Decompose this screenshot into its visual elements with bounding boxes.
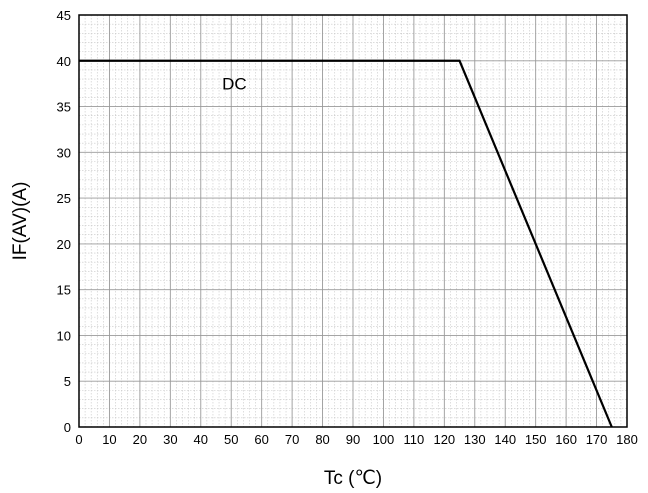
y-tick-label: 15 (57, 283, 71, 298)
x-tick-label: 170 (586, 432, 608, 447)
x-tick-label: 140 (494, 432, 516, 447)
x-tick-label: 150 (525, 432, 547, 447)
x-tick-label: 70 (285, 432, 299, 447)
y-tick-label: 45 (57, 8, 71, 23)
y-tick-label: 35 (57, 100, 71, 115)
y-tick-label: 10 (57, 328, 71, 343)
x-tick-label: 10 (102, 432, 116, 447)
x-tick-label: 130 (464, 432, 486, 447)
y-tick-label: 30 (57, 145, 71, 160)
series-line-dc (79, 59, 613, 428)
x-tick-label: 180 (616, 432, 638, 447)
y-tick-label: 5 (64, 374, 71, 389)
x-tick-label: 160 (555, 432, 577, 447)
x-tick-label: 90 (346, 432, 360, 447)
annotations: DC (222, 75, 247, 94)
x-axis-title: Tc (℃) (324, 468, 382, 489)
y-tick-labels: 0 5 10 15 20 25 30 35 40 45 (57, 8, 71, 435)
y-tick-label: 40 (57, 54, 71, 69)
x-tick-label: 110 (404, 432, 425, 447)
y-tick-label: 20 (57, 237, 71, 252)
x-tick-label: 80 (315, 432, 329, 447)
x-tick-label: 20 (133, 432, 147, 447)
y-tick-label: 0 (64, 420, 71, 435)
x-tick-label: 60 (254, 432, 268, 447)
plot-frame (78, 14, 628, 428)
x-tick-labels: 0 10 20 30 40 50 60 70 80 90 100 110 120 130 140 150 160… (75, 432, 637, 447)
x-tick-label: 40 (194, 432, 208, 447)
y-axis-title: IF(AV)(A) (10, 182, 31, 261)
x-tick-label: 100 (373, 432, 395, 447)
y-tick-label: 25 (57, 191, 71, 206)
x-tick-label: 30 (163, 432, 177, 447)
x-tick-label: 50 (224, 432, 238, 447)
series-layer (79, 59, 613, 428)
x-tick-label: 0 (75, 432, 82, 447)
series-annotation: DC (222, 75, 247, 94)
x-tick-label: 120 (433, 432, 455, 447)
